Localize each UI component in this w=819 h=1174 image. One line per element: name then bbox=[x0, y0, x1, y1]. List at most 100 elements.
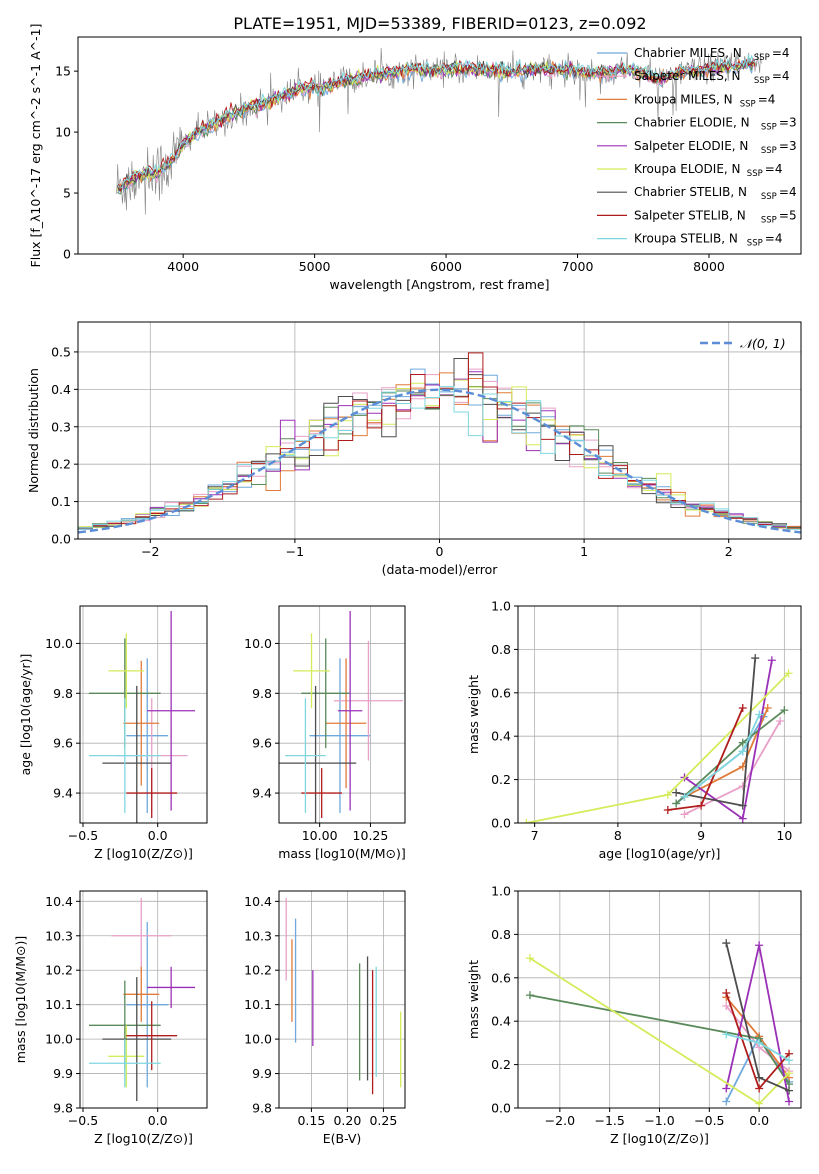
mass-weight-marker bbox=[722, 1030, 731, 1039]
panel-mass-vs-EBV: 0.15 0.20 0.25 9.8 9.9 10.0 10.1 10.2 10.3 10.4 E(… bbox=[244, 890, 406, 1146]
x-tick-label: 1 bbox=[580, 544, 588, 559]
y-tick-label: 0.8 bbox=[491, 642, 511, 657]
y-tick-label: 10.0 bbox=[244, 1032, 272, 1047]
x-axis-label: (data-model)/error bbox=[382, 562, 499, 577]
x-tick-label: 4000 bbox=[167, 259, 199, 274]
errorbar-point bbox=[126, 1001, 178, 1071]
x-axis-label: Z [log10(Z/Z⊙)] bbox=[94, 846, 193, 861]
errorbar-point bbox=[88, 698, 161, 814]
mass-weight-marker bbox=[738, 782, 747, 791]
y-tick-label: 9.8 bbox=[252, 686, 272, 701]
panel-spectrum: 4000 5000 6000 7000 8000 0 5 10 15 wavelength [An… bbox=[28, 24, 802, 292]
y-tick-label: 9.4 bbox=[252, 786, 272, 801]
mass-weight-marker bbox=[522, 819, 531, 823]
x-tick-label: 7000 bbox=[562, 259, 594, 274]
axes-frame bbox=[278, 890, 406, 1109]
legend-label: 𝒩(0, 1) bbox=[740, 336, 786, 351]
y-tick-label: 9.8 bbox=[252, 1101, 272, 1116]
x-tick-label: 2 bbox=[725, 544, 733, 559]
errorbar-point bbox=[102, 977, 172, 1102]
x-tick-label: 7 bbox=[531, 828, 539, 843]
mass-weight-marker bbox=[738, 747, 747, 756]
y-tick-label: 9.4 bbox=[53, 786, 73, 801]
legend-subscript: SSP bbox=[747, 169, 763, 179]
errorbar-point bbox=[123, 966, 160, 1022]
errorbar-point bbox=[293, 633, 330, 709]
mass-weight-marker bbox=[755, 1038, 764, 1047]
legend-value: =4 bbox=[765, 232, 783, 246]
y-tick-label: 10.3 bbox=[244, 928, 272, 943]
x-tick-label: 0.0 bbox=[749, 1113, 769, 1128]
errorbar-point bbox=[147, 610, 196, 811]
mass-weight-marker bbox=[785, 1086, 794, 1095]
y-tick-label: 9.9 bbox=[53, 1066, 73, 1081]
mass-weight-marker bbox=[767, 656, 776, 665]
errorbar-point bbox=[126, 768, 178, 819]
legend-value: =5 bbox=[779, 208, 797, 222]
x-axis-label: age [log10(age/yr)] bbox=[599, 846, 721, 861]
mass-weight-line bbox=[675, 709, 785, 805]
legend-value: =4 bbox=[772, 69, 790, 83]
mass-weight-marker bbox=[738, 703, 747, 712]
y-tick-label: 1.0 bbox=[491, 599, 511, 614]
plot-area-mass-vs-Z bbox=[80, 891, 207, 1108]
panel-massweight-vs-age: 7 8 9 10 0.0 0.2 0.4 0.6 0.8 1.0 age [log10(age/yr… bbox=[466, 599, 802, 861]
y-axis-label: Normed distribution bbox=[26, 368, 41, 493]
x-tick-label: 0.15 bbox=[297, 1113, 325, 1128]
plot-area-residuals bbox=[78, 322, 801, 539]
legend-value: =4 bbox=[772, 46, 790, 60]
legend-label: Salpeter MILES, N bbox=[634, 69, 741, 83]
errorbar-point bbox=[325, 658, 367, 789]
x-tick-label: 6000 bbox=[430, 259, 462, 274]
mass-weight-marker bbox=[697, 801, 706, 810]
mass-weight-marker bbox=[680, 792, 689, 801]
legend-subscript: SSP bbox=[754, 53, 770, 63]
mass-weight-marker bbox=[755, 1084, 764, 1093]
x-tick-label: 10 bbox=[776, 828, 792, 843]
y-axis-label: mass [log10(M/M⊙)] bbox=[13, 936, 28, 1064]
mass-weight-marker bbox=[672, 799, 681, 808]
errorbar-point bbox=[337, 610, 363, 811]
x-tick-label: −0.5 bbox=[68, 1113, 98, 1128]
mass-weight-marker bbox=[738, 738, 747, 747]
y-tick-label: 10 bbox=[55, 125, 71, 140]
y-tick-label: 0.2 bbox=[491, 772, 511, 787]
y-tick-label: 0.0 bbox=[491, 1101, 511, 1116]
legend-value: =3 bbox=[779, 116, 797, 130]
y-tick-label: 0.3 bbox=[51, 419, 71, 434]
y-tick-label: 5 bbox=[63, 186, 71, 201]
y-tick-label: 0.6 bbox=[491, 970, 511, 985]
axes-frame bbox=[517, 605, 802, 824]
x-tick-label: 8000 bbox=[693, 259, 725, 274]
legend-label: Kroupa MILES, N bbox=[634, 92, 733, 106]
y-tick-label: 9.9 bbox=[252, 1066, 272, 1081]
legend-subscript: SSP bbox=[740, 99, 756, 109]
y-tick-label: 0.4 bbox=[51, 382, 71, 397]
y-tick-label: 0.8 bbox=[491, 927, 511, 942]
legend-label: Chabrier STELIB, N bbox=[634, 185, 747, 199]
axes-frame bbox=[79, 605, 208, 824]
mass-weight-marker bbox=[722, 939, 731, 948]
mass-weight-marker bbox=[663, 805, 672, 814]
mass-weight-marker bbox=[672, 788, 681, 797]
legend-subscript: SSP bbox=[761, 192, 777, 202]
panel-mass-vs-Z: −0.5 0.0 9.8 9.9 10.0 10.1 10.2 10.3 10.4 Z [log1… bbox=[13, 890, 208, 1146]
x-tick-label: −1 bbox=[286, 544, 304, 559]
mass-weight-marker bbox=[663, 790, 672, 799]
legend-value: =3 bbox=[779, 139, 797, 153]
y-tick-label: 10.4 bbox=[45, 894, 73, 909]
y-axis-label: mass weight bbox=[466, 675, 481, 754]
mass-weight-marker bbox=[755, 1073, 764, 1082]
legend-subscript: SSP bbox=[754, 76, 770, 86]
y-axis-label: age [log10(age/yr)] bbox=[18, 654, 33, 776]
mass-weight-line bbox=[667, 707, 744, 811]
errorbar-point bbox=[108, 633, 145, 709]
errorbar-point bbox=[126, 922, 169, 1088]
y-axis-label: mass weight bbox=[466, 960, 481, 1039]
panel-age-vs-Z: −0.5 0.0 9.4 9.6 9.8 10.0 Z [log10(Z/Z⊙)] age [… bbox=[18, 605, 208, 861]
mass-weight-marker bbox=[525, 954, 534, 963]
panel-massweight-vs-Z: −2.0 −1.5 −1.0 −0.5 0.0 0.0 0.2 0.4 0.6 0.8 1.0 Z [… bbox=[466, 884, 802, 1146]
